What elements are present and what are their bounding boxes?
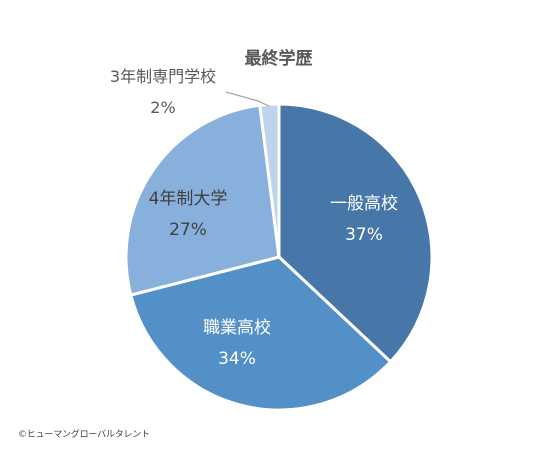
leader-line	[225, 91, 270, 107]
slice-value-label-3: 27%	[169, 220, 207, 240]
pie-slice-4	[258, 102, 281, 259]
pie-slice-1	[277, 102, 434, 364]
pie-slice-3	[124, 103, 281, 297]
slice-value-label-2: 34%	[218, 349, 256, 369]
copyright-text: ©ヒューマングローバルタレント	[18, 430, 150, 440]
slice-label-3: 4年制大学	[149, 189, 228, 209]
chart-title: 最終学歴	[244, 49, 313, 69]
slice-value-label-4: 2%	[150, 98, 175, 117]
slice-value-label-1: 37%	[345, 225, 383, 245]
slice-label-1: 一般高校	[330, 194, 398, 214]
slice-label-4: 3年制専門学校	[110, 67, 216, 86]
slice-label-2: 職業高校	[203, 318, 271, 338]
pie-slice-2	[129, 255, 393, 412]
